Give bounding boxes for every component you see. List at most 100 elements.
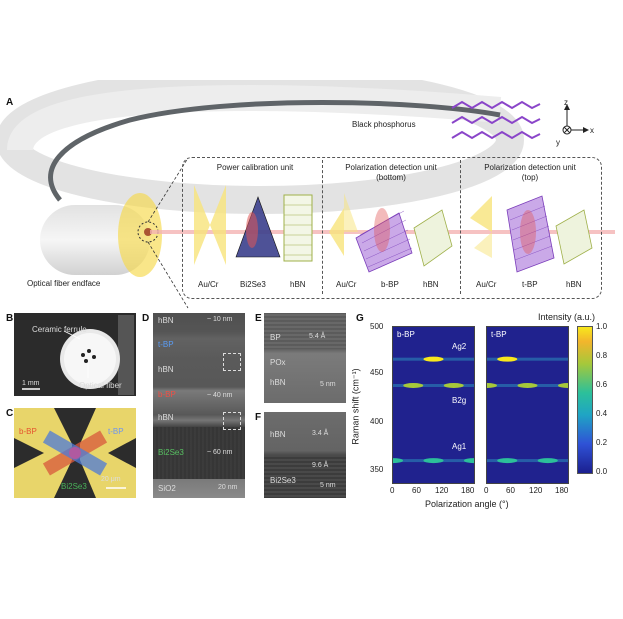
panel-label-g: G — [356, 313, 364, 324]
panel-label-d: D — [142, 313, 150, 324]
black-phosphorus-structure-icon — [451, 100, 541, 140]
xtick-right-60: 60 — [506, 486, 515, 495]
xtick-right-0: 0 — [484, 486, 489, 495]
heatmap-tbp — [477, 326, 578, 484]
panel-e-spacing: 5.4 Å — [309, 333, 326, 340]
colorbar-label: Intensity (a.u.) — [538, 312, 596, 322]
heatmap-bbp-title: b-BP — [397, 330, 415, 339]
panel-c-bi2se3-label: Bi2Se3 — [61, 482, 87, 491]
unit3-illustration — [470, 195, 593, 273]
ctick-08: 0.8 — [596, 351, 608, 360]
ytick-400: 400 — [370, 417, 384, 426]
unit1-label-bi2se3: Bi2Se3 — [240, 280, 266, 289]
panel-c-bbp-label: b-BP — [19, 427, 37, 436]
unit3-subtitle: (top) — [521, 173, 539, 182]
xtick-left-120: 120 — [435, 486, 449, 495]
heatmap-peak-b-BP-0-0 — [423, 356, 444, 362]
panel-d-layer-hbn-2: hBN — [158, 365, 174, 374]
panel-d-layer-bbp: b-BP — [158, 390, 176, 399]
axis-z-label: z — [564, 98, 568, 107]
panel-c-photo — [14, 408, 136, 498]
y-axis-label-wrap: Raman shift (cm⁻¹) — [346, 323, 361, 488]
heatmap-peak-t-BP-2-1 — [537, 458, 558, 464]
heatmap-peak-b-BP-2-1 — [423, 458, 444, 464]
panel-d-tem — [153, 313, 245, 498]
panel-f-bi2se3: Bi2Se3 — [270, 476, 296, 485]
unit3-label-tbp: t-BP — [522, 280, 538, 289]
unit2-label-aucr: Au/Cr — [336, 280, 357, 289]
panel-e-scale: 5 nm — [320, 381, 336, 388]
unit2-illustration — [329, 193, 453, 273]
panel-label-f: F — [255, 412, 262, 423]
peak-ag2-label: Ag2 — [452, 342, 467, 351]
ctick-04: 0.4 — [596, 409, 608, 418]
fiber-endface-label: Optical fiber endface — [27, 279, 101, 288]
panel-d-layer-hbn-1: hBN — [158, 316, 174, 325]
panel-e-bp: BP — [270, 333, 281, 342]
panel-d-thick-mid: ~ 40 nm — [207, 392, 233, 399]
unit3-label-hbn: hBN — [566, 280, 582, 289]
unit1-label-aucr: Au/Cr — [198, 280, 219, 289]
axes-icon — [562, 104, 589, 135]
unit2-title: Polarization detection unit — [345, 163, 437, 172]
panel-f-spacing1: 3.4 Å — [312, 430, 329, 437]
panel-d-scale: 20 nm — [218, 484, 238, 491]
heatmap-peak-t-BP-1-2 — [558, 383, 578, 388]
panel-label-e: E — [255, 313, 262, 324]
heatmap-peak-b-BP-2-2 — [464, 458, 484, 464]
unit-divider-1 — [322, 160, 323, 294]
fiber-cable — [48, 100, 501, 202]
unit3-label-aucr: Au/Cr — [476, 280, 497, 289]
heatmap-peak-t-BP-1-0 — [477, 383, 497, 388]
unit1-label-hbn: hBN — [290, 280, 306, 289]
panel-a-illustration — [0, 80, 615, 309]
unit3-title: Polarization detection unit — [484, 163, 576, 172]
panel-label-b: B — [6, 313, 14, 324]
heatmap-peak-t-BP-1-1 — [517, 383, 538, 388]
heatmap-band-t-BP-2 — [487, 459, 568, 463]
panel-f-hbn: hBN — [270, 430, 286, 439]
ytick-450: 450 — [370, 368, 384, 377]
axis-x-label: x — [590, 126, 594, 135]
panel-d-thick-top: ~ 10 nm — [207, 316, 233, 323]
optical-fiber-label: Optical fiber — [79, 381, 122, 390]
unit2-subtitle: (bottom) — [376, 173, 406, 182]
ceramic-ferrule-label: Ceramic ferrule — [32, 325, 87, 334]
heatmap-peak-b-BP-1-0 — [403, 383, 424, 388]
unit1-title: Power calibration unit — [216, 163, 294, 172]
fiber-endface-ellipse — [118, 193, 162, 277]
panel-label-c: C — [6, 408, 14, 419]
xtick-right-180: 180 — [555, 486, 569, 495]
panel-e-pox: POx — [270, 358, 286, 367]
panel-d-layer-bi2se3: Bi2Se3 — [158, 448, 184, 457]
panel-d-layer-sio2: SiO2 — [158, 484, 176, 493]
heatmap-bbp — [383, 326, 484, 484]
unit2-label-hbn: hBN — [423, 280, 439, 289]
ctick-1: 1.0 — [596, 322, 608, 331]
black-phosphorus-label: Black phosphorus — [352, 120, 416, 129]
panel-b-scale: 1 mm — [22, 380, 40, 387]
axis-y-label: y — [556, 138, 560, 147]
x-axis-label: Polarization angle (°) — [425, 499, 509, 509]
panel-d-layer-hbn-3: hBN — [158, 413, 174, 422]
ctick-00: 0.0 — [596, 467, 608, 476]
panel-b-photo — [14, 313, 136, 396]
xtick-right-120: 120 — [529, 486, 543, 495]
ytick-350: 350 — [370, 465, 384, 474]
heatmap-peak-b-BP-1-1 — [443, 383, 464, 388]
panel-d-layer-tbp: t-BP — [158, 340, 174, 349]
heatmap-peak-t-BP-0-0 — [497, 356, 518, 362]
heatmap-peak-b-BP-2-0 — [383, 458, 403, 464]
xtick-left-180: 180 — [461, 486, 475, 495]
panel-e-hbn: hBN — [270, 378, 286, 387]
heatmap-tbp-title: t-BP — [491, 330, 507, 339]
colorbar — [577, 326, 593, 474]
panel-e-tem — [264, 313, 346, 403]
unit1-illustration — [194, 185, 313, 265]
peak-b2g-label: B2g — [452, 396, 467, 405]
panel-c-scale: 20 μm — [101, 476, 121, 483]
unit2-label-bbp: b-BP — [381, 280, 399, 289]
panel-label-a: A — [6, 97, 14, 108]
panel-f-scale: 5 nm — [320, 482, 336, 489]
panel-c-tbp-label: t-BP — [108, 427, 124, 436]
